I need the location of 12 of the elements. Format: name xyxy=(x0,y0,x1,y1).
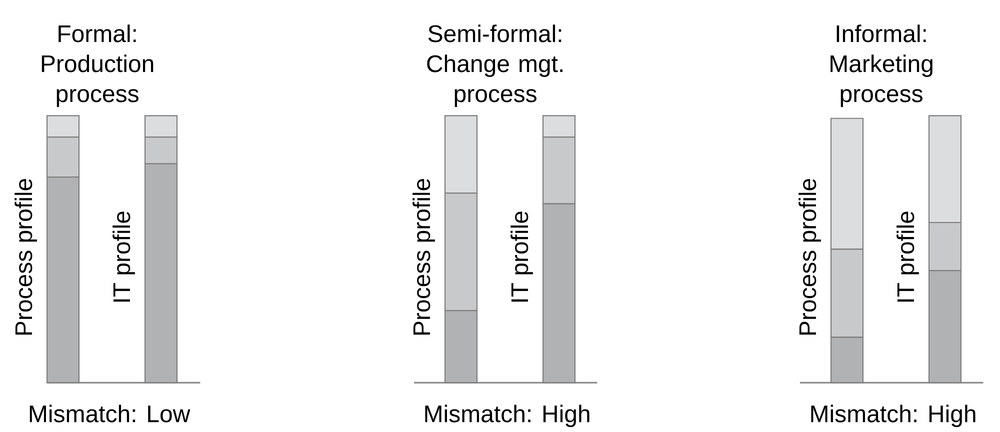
chart-title: Semi-formal: Change mgt. process xyxy=(427,24,562,107)
x-tick-label: Process profile xyxy=(412,178,435,335)
x-tick-label: Process profile xyxy=(798,178,821,335)
x-axis-title: Mismatch: Low xyxy=(30,404,190,422)
chart-title: Formal: Production process xyxy=(42,24,154,107)
x-tick-label: Process profile xyxy=(14,178,37,335)
x-axis-title: Mismatch: High xyxy=(811,404,976,428)
x-axis-title: Mismatch: High xyxy=(425,404,590,428)
x-tick-label: IT profile xyxy=(896,212,919,302)
x-tick-label: IT profile xyxy=(112,212,135,302)
chart-title: Informal: Marketing process xyxy=(830,24,932,107)
x-tick-label: IT profile xyxy=(510,212,533,302)
